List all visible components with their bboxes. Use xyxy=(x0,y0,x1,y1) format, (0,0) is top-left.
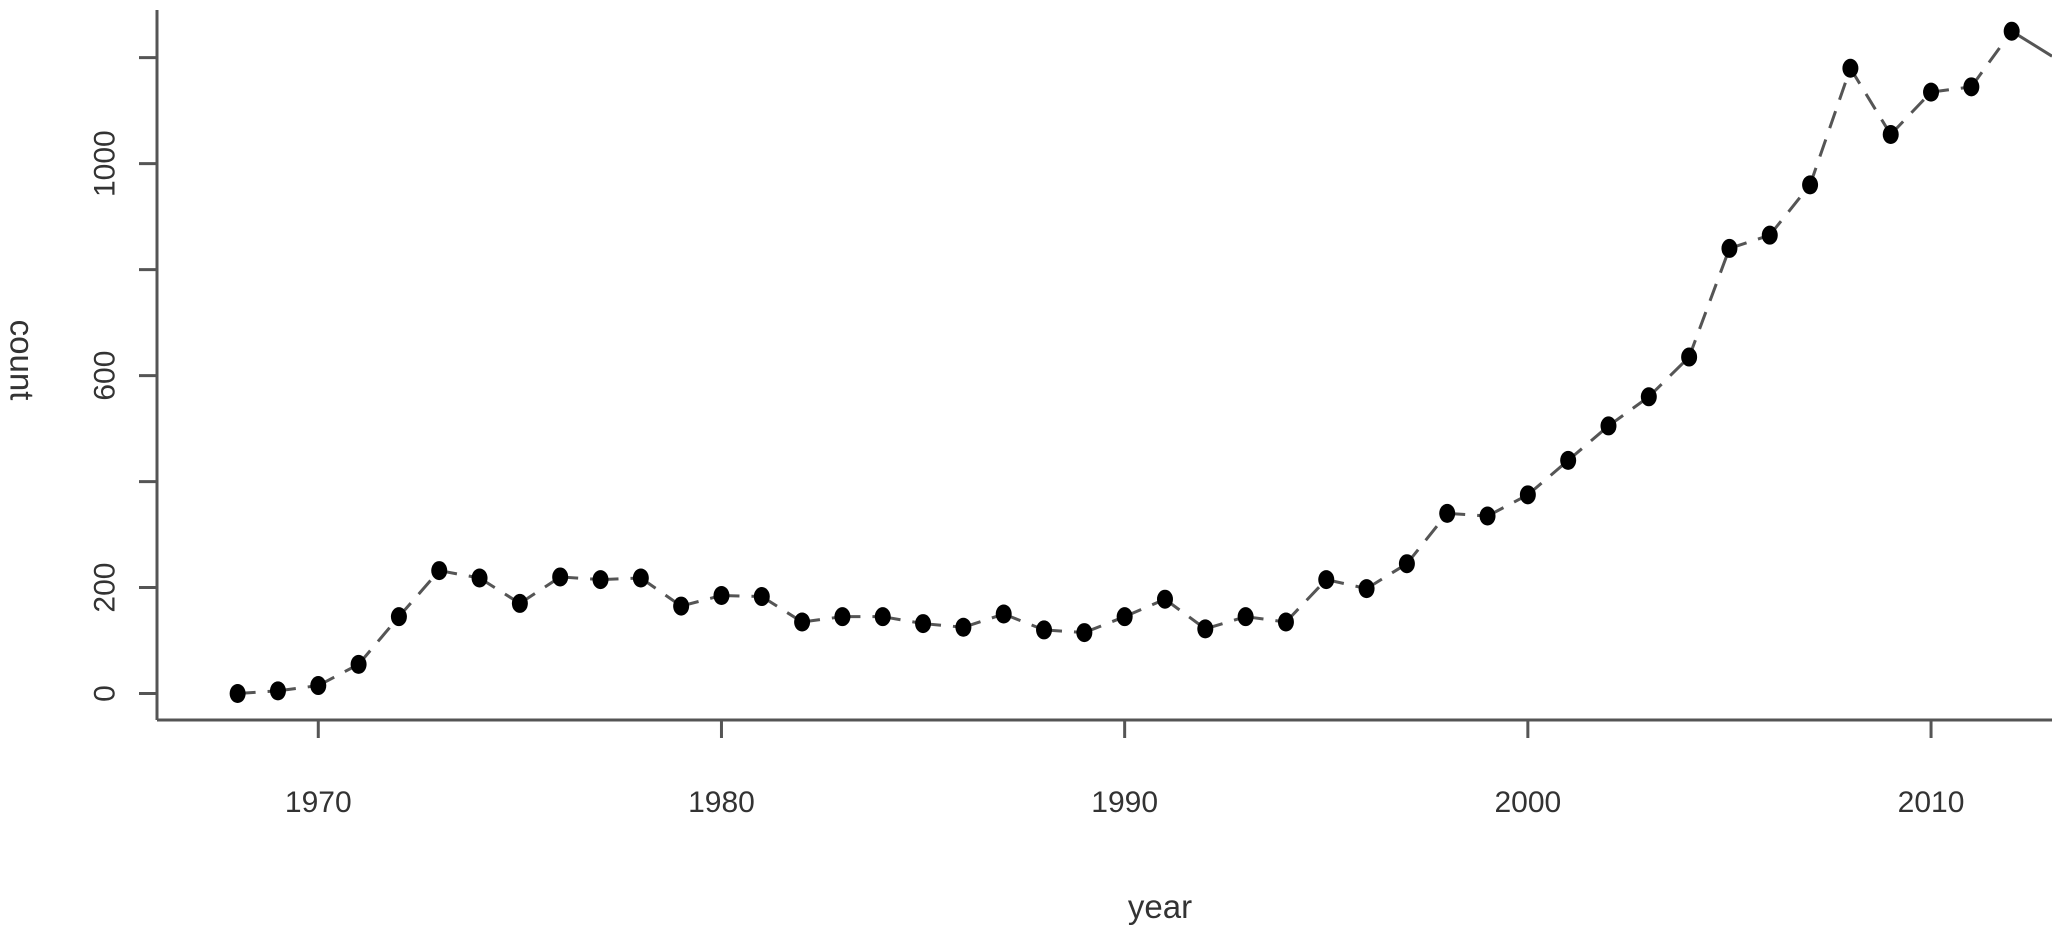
data-point xyxy=(1439,503,1456,523)
data-point xyxy=(592,570,609,590)
axes: 1970 1980 1990 2000 2010 0 200 600 1000 xyxy=(89,10,2052,819)
data-point xyxy=(511,593,528,613)
data-point xyxy=(471,568,488,588)
x-tick-label: 2010 xyxy=(1898,786,1965,819)
line-segment xyxy=(1526,459,1570,496)
data-point xyxy=(834,607,851,627)
data-point xyxy=(1479,506,1496,526)
data-point xyxy=(753,587,770,607)
data-point xyxy=(1156,589,1173,609)
data-point xyxy=(269,681,286,701)
line-segment xyxy=(1647,355,1691,398)
data-point xyxy=(794,612,811,632)
line-segment xyxy=(1284,578,1328,624)
x-tick-label: 2000 xyxy=(1494,786,1561,819)
x-tick-label: 1970 xyxy=(285,786,352,819)
series-markers xyxy=(229,21,2020,704)
data-point xyxy=(1923,82,1940,102)
data-point xyxy=(1761,225,1778,245)
y-tick-label: 200 xyxy=(89,563,122,613)
y-tick-label: 600 xyxy=(89,351,122,401)
line-segment xyxy=(1849,67,1893,136)
data-point xyxy=(713,585,730,605)
data-point xyxy=(310,676,327,696)
data-point xyxy=(229,684,246,704)
data-point xyxy=(552,567,569,587)
data-point xyxy=(1721,238,1738,258)
y-tick-label: 1000 xyxy=(89,130,122,197)
line-segment xyxy=(1768,183,1812,237)
x-tick-label: 1980 xyxy=(688,786,755,819)
data-point xyxy=(1076,623,1093,643)
data-point xyxy=(1036,620,1053,640)
data-point xyxy=(1842,58,1859,78)
data-point xyxy=(1237,607,1254,627)
data-point xyxy=(1277,612,1294,632)
data-point xyxy=(1318,570,1335,590)
data-point xyxy=(1519,485,1536,505)
line-segment xyxy=(1808,67,1852,186)
x-axis-label: year xyxy=(1128,888,1192,925)
data-point xyxy=(915,614,932,634)
data-point xyxy=(2003,21,2020,41)
data-point xyxy=(1640,387,1657,407)
data-point xyxy=(1963,77,1980,97)
data-point xyxy=(1681,347,1698,367)
data-point xyxy=(1560,450,1577,470)
data-point xyxy=(1802,175,1819,195)
data-point xyxy=(955,617,972,637)
data-point xyxy=(632,568,649,588)
data-point xyxy=(995,604,1012,624)
data-point xyxy=(350,654,367,674)
line-segment xyxy=(1889,91,1933,136)
y-tick-label: 0 xyxy=(89,685,122,702)
line-segment xyxy=(357,615,401,666)
y-axis-label: count xyxy=(4,320,41,401)
line-segment xyxy=(1405,512,1449,565)
line-segment xyxy=(1567,424,1610,462)
data-point xyxy=(390,607,407,627)
data-point xyxy=(673,596,690,616)
x-tick-label: 1990 xyxy=(1091,786,1158,819)
line-segment xyxy=(1970,30,2013,88)
data-point xyxy=(1358,579,1375,599)
data-point xyxy=(874,607,891,627)
data-point xyxy=(431,561,448,581)
data-point xyxy=(1116,607,1133,627)
line-segment xyxy=(1687,247,1731,358)
data-point xyxy=(1197,619,1214,639)
line-segment xyxy=(397,569,441,618)
data-point xyxy=(1600,416,1617,436)
data-point xyxy=(1882,125,1899,145)
data-point xyxy=(1398,554,1415,574)
